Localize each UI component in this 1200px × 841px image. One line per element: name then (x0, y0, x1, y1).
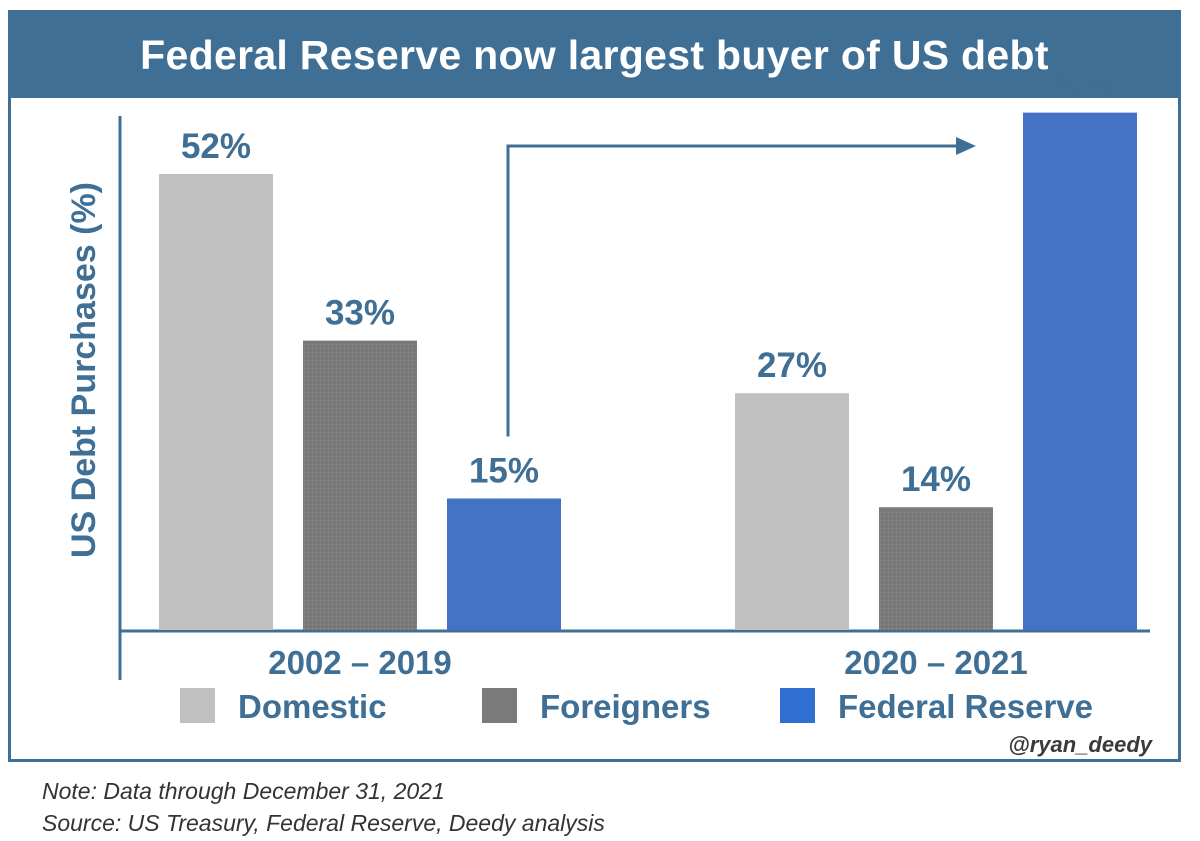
legend-swatch-domestic (180, 688, 215, 723)
bar-foreigners-1 (303, 340, 417, 630)
bar-federal-reserve-1 (447, 498, 561, 630)
category-label-1: 2002 – 2019 (268, 644, 452, 681)
annotation-arrow-line (506, 144, 958, 437)
bar-foreigners-2 (879, 507, 993, 630)
footnotes: Note: Data through December 31, 2021 Sou… (42, 775, 605, 839)
data-label-domestic-1: 52% (181, 127, 251, 166)
note-text: Note: Data through December 31, 2021 (42, 778, 445, 804)
data-label-federal-reserve-2: 59% (1045, 66, 1115, 105)
bar-domestic-2 (735, 393, 849, 630)
category-label-2: 2020 – 2021 (844, 644, 1028, 681)
bar-federal-reserve-2 (1023, 112, 1137, 631)
data-label-federal-reserve-1: 15% (469, 451, 539, 490)
bar-domestic-1 (159, 174, 273, 630)
y-axis-label: US Debt Purchases (%) (65, 182, 103, 558)
watermark: @ryan_deedy (1008, 732, 1154, 757)
chart-title: Federal Reserve now largest buyer of US … (140, 32, 1049, 78)
data-label-foreigners-2: 14% (901, 460, 971, 499)
legend-swatch-foreigners (482, 688, 517, 723)
data-label-foreigners-1: 33% (325, 294, 395, 333)
legend-label-foreigners: Foreigners (540, 688, 711, 725)
legend-label-federal-reserve: Federal Reserve (838, 688, 1093, 725)
data-label-domestic-2: 27% (757, 346, 827, 385)
annotation-arrow-head (956, 137, 976, 155)
legend-swatch-federal-reserve (780, 688, 815, 723)
title-bar: Federal Reserve now largest buyer of US … (11, 13, 1178, 98)
legend-label-domestic: Domestic (238, 688, 387, 725)
source-text: Source: US Treasury, Federal Reserve, De… (42, 810, 605, 836)
